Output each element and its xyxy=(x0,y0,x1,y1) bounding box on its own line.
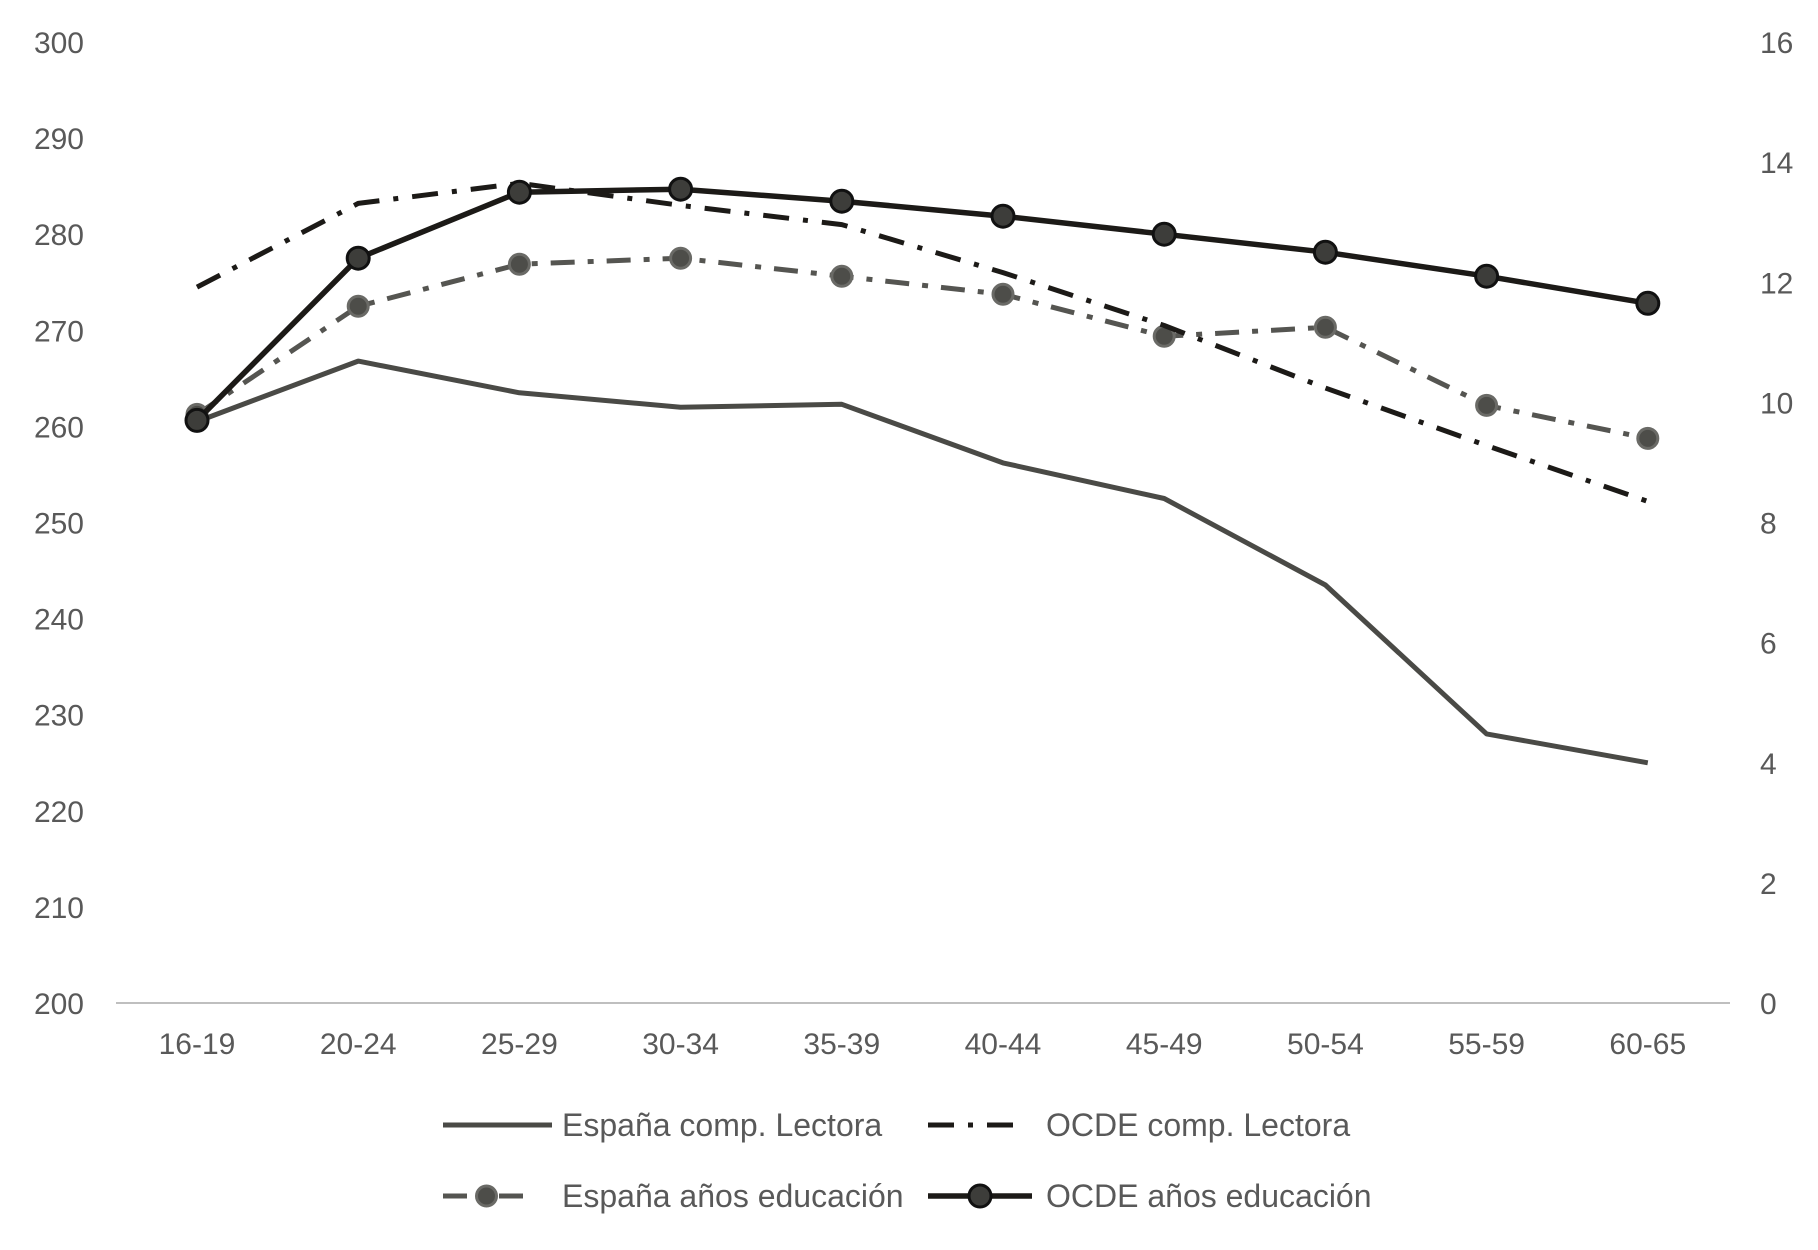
x-tick-label: 40-44 xyxy=(965,1028,1042,1061)
x-tick-label: 25-29 xyxy=(481,1028,558,1061)
left-tick-label: 260 xyxy=(34,411,84,444)
left-tick-label: 270 xyxy=(34,315,84,348)
legend-label: España años educación xyxy=(562,1178,904,1214)
series-espana-anos-educacion xyxy=(185,246,1660,450)
x-tick-label: 55-59 xyxy=(1448,1028,1525,1061)
left-tick-label: 210 xyxy=(34,892,84,925)
series-line-espana-comp-lectora xyxy=(196,358,1649,766)
right-tick-label: 8 xyxy=(1760,508,1777,541)
legend: España comp. Lectora OCDE comp. Lectora Es… xyxy=(443,1107,1372,1214)
series-layer xyxy=(184,176,1661,766)
right-tick-label: 12 xyxy=(1760,267,1793,300)
x-tick-label: 60-65 xyxy=(1609,1028,1686,1061)
legend-item-ocde-anos-educacion: OCDE años educación xyxy=(928,1178,1372,1214)
data-point-espana-anos-educacion xyxy=(1475,393,1499,417)
left-tick-label: 220 xyxy=(34,796,84,829)
x-axis-ticks: 16-19 20-24 25-29 30-34 35-39 40-44 45-49 50-54… xyxy=(159,1028,1687,1061)
x-tick-label: 45-49 xyxy=(1126,1028,1203,1061)
x-tick-label: 16-19 xyxy=(159,1028,236,1061)
right-tick-label: 10 xyxy=(1760,387,1793,420)
data-point-ocde-anos-educacion xyxy=(506,179,532,205)
legend-swatch-marker xyxy=(475,1184,498,1208)
data-point-ocde-anos-educacion xyxy=(1635,290,1661,316)
series-line-ocde-comp-lectora xyxy=(195,180,1649,504)
right-axis-ticks: 0 2 4 6 8 10 12 14 16 xyxy=(1760,27,1793,1021)
series-line-espana-anos-educacion xyxy=(195,255,1649,441)
left-tick-label: 230 xyxy=(34,700,84,733)
data-point-espana-anos-educacion xyxy=(669,246,693,270)
data-point-espana-anos-educacion xyxy=(1636,426,1660,450)
data-point-ocde-anos-educacion xyxy=(990,203,1016,229)
left-axis-ticks: 200 210 220 230 240 250 260 270 280 290 300 xyxy=(34,27,84,1021)
left-tick-label: 200 xyxy=(34,988,84,1021)
left-tick-label: 250 xyxy=(34,508,84,541)
left-tick-label: 280 xyxy=(34,219,84,252)
legend-label: OCDE años educación xyxy=(1046,1178,1372,1214)
series-ocde-comp-lectora xyxy=(195,180,1649,504)
data-point-ocde-anos-educacion xyxy=(1151,221,1177,247)
x-tick-label: 30-34 xyxy=(642,1028,719,1061)
data-point-ocde-anos-educacion xyxy=(1312,239,1338,265)
right-tick-label: 0 xyxy=(1760,988,1777,1021)
right-tick-label: 14 xyxy=(1760,147,1793,180)
series-line-ocde-anos-educacion xyxy=(195,186,1649,423)
data-point-espana-anos-educacion xyxy=(991,282,1015,306)
series-espana-comp-lectora xyxy=(196,358,1649,766)
legend-swatch-marker xyxy=(967,1183,993,1209)
legend-item-ocde-comp-lectora: OCDE comp. Lectora xyxy=(928,1107,1350,1143)
right-tick-label: 2 xyxy=(1760,868,1777,901)
data-point-espana-anos-educacion xyxy=(830,264,854,288)
legend-item-espana-comp-lectora: España comp. Lectora xyxy=(443,1107,882,1143)
data-point-ocde-anos-educacion xyxy=(1474,263,1500,289)
data-point-ocde-anos-educacion xyxy=(184,407,210,433)
right-tick-label: 6 xyxy=(1760,628,1777,661)
legend-item-espana-anos-educacion: España años educación xyxy=(443,1178,904,1214)
data-point-ocde-anos-educacion xyxy=(345,245,371,271)
legend-label: España comp. Lectora xyxy=(562,1107,882,1143)
data-point-ocde-anos-educacion xyxy=(829,188,855,214)
x-tick-label: 20-24 xyxy=(320,1028,397,1061)
x-tick-label: 50-54 xyxy=(1287,1028,1364,1061)
x-tick-label: 35-39 xyxy=(803,1028,880,1061)
left-tick-label: 290 xyxy=(34,123,84,156)
data-point-ocde-anos-educacion xyxy=(668,176,694,202)
data-point-espana-anos-educacion xyxy=(507,252,531,276)
left-tick-label: 300 xyxy=(34,27,84,60)
right-tick-label: 4 xyxy=(1760,748,1777,781)
series-ocde-anos-educacion xyxy=(184,176,1661,433)
right-tick-label: 16 xyxy=(1760,27,1793,60)
left-tick-label: 240 xyxy=(34,604,84,637)
data-point-espana-anos-educacion xyxy=(1313,315,1337,339)
data-point-espana-anos-educacion xyxy=(346,294,370,318)
legend-label: OCDE comp. Lectora xyxy=(1046,1107,1350,1143)
